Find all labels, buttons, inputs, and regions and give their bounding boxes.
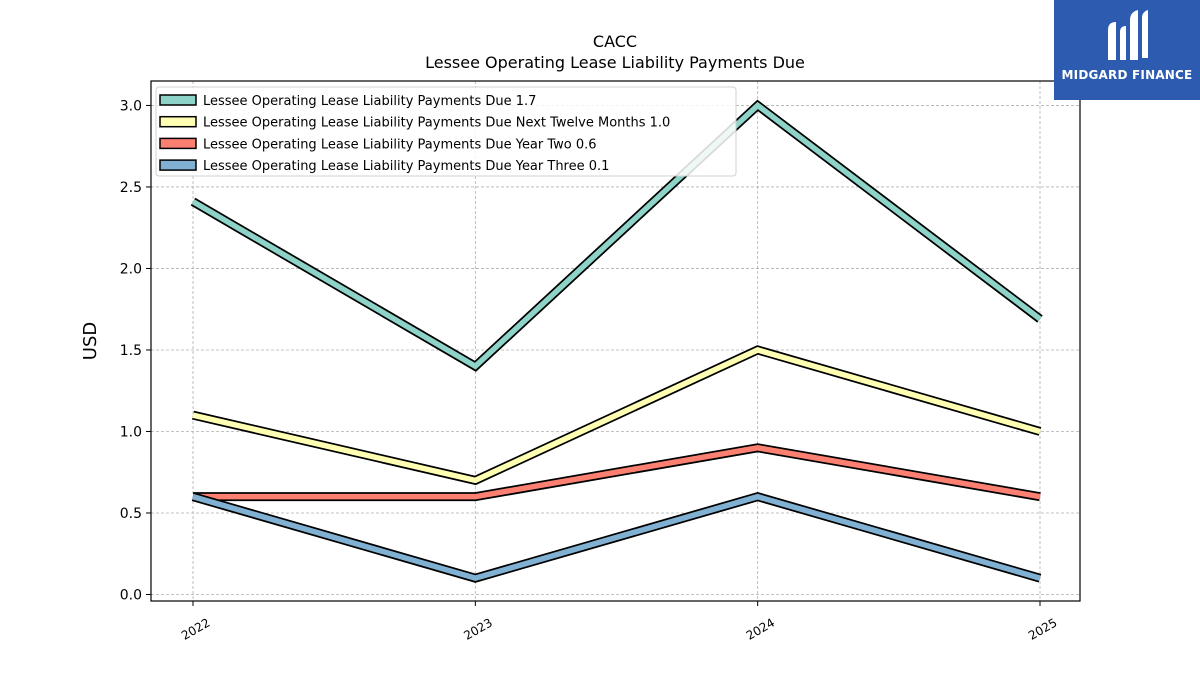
plot-area-frame <box>150 80 1081 602</box>
legend-label: Lessee Operating Lease Liability Payment… <box>203 159 609 174</box>
y-tick-label: 0.0 <box>120 587 142 603</box>
chart-subtitle: Lessee Operating Lease Liability Payment… <box>425 53 805 72</box>
x-tick-label: 2024 <box>744 615 777 642</box>
legend-swatch <box>159 159 197 171</box>
x-tick-label: 2025 <box>1026 615 1059 642</box>
legend-label: Lessee Operating Lease Liability Payment… <box>203 94 536 109</box>
y-tick-label: 0.5 <box>120 506 142 522</box>
legend-label: Lessee Operating Lease Liability Payment… <box>203 116 670 131</box>
series-line <box>192 493 1041 582</box>
legend-label: Lessee Operating Lease Liability Payment… <box>203 137 597 152</box>
series-line <box>192 347 1041 484</box>
legend-box <box>155 86 737 177</box>
midgard-finance-logo: MIDGARD FINANCE <box>1054 0 1200 100</box>
legend-swatch <box>159 94 197 106</box>
logo-mark-icon <box>1108 10 1148 60</box>
y-axis-label: USD <box>80 322 101 360</box>
y-axis-ticks: 0.0 0.5 1.0 1.5 2.0 2.5 3.0 <box>120 98 151 603</box>
x-tick-label: 2022 <box>179 615 212 642</box>
series-line <box>191 101 1042 370</box>
logo-text: MIDGARD FINANCE <box>1061 68 1193 82</box>
y-tick-label: 1.5 <box>120 343 142 359</box>
series-lines <box>190 99 1043 583</box>
y-tick-label: 1.0 <box>120 424 142 440</box>
legend-swatch <box>159 115 197 128</box>
series-line <box>193 444 1041 500</box>
y-tick-label: 3.0 <box>120 98 142 114</box>
y-tick-label: 2.5 <box>120 180 142 196</box>
x-axis-ticks: 2022 2023 2024 2025 <box>179 601 1060 643</box>
x-tick-label: 2023 <box>461 615 494 642</box>
y-tick-label: 2.0 <box>120 261 142 277</box>
legend: Lessee Operating Lease Liability Payment… <box>155 86 737 177</box>
chart-title: CACC <box>593 32 637 51</box>
legend-swatch <box>159 137 197 150</box>
